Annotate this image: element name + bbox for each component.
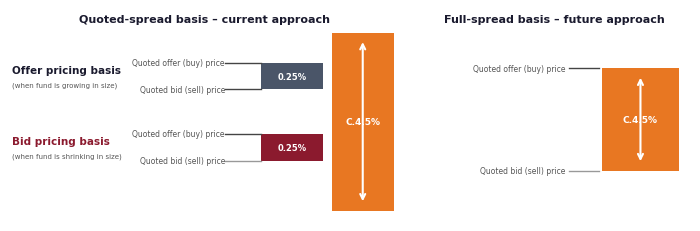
Bar xyxy=(261,134,323,161)
Bar xyxy=(332,33,394,211)
Text: Quoted bid (sell) price: Quoted bid (sell) price xyxy=(139,156,225,165)
Bar xyxy=(602,69,679,171)
Text: Quoted offer (buy) price: Quoted offer (buy) price xyxy=(132,130,225,139)
Text: Bid pricing basis: Bid pricing basis xyxy=(11,137,109,146)
Text: Quoted-spread basis – current approach: Quoted-spread basis – current approach xyxy=(79,15,330,25)
Bar xyxy=(261,63,323,90)
Text: 0.25%: 0.25% xyxy=(278,72,307,81)
Text: (when fund is growing in size): (when fund is growing in size) xyxy=(11,82,117,89)
Text: 0.25%: 0.25% xyxy=(278,143,307,152)
Text: Quoted offer (buy) price: Quoted offer (buy) price xyxy=(132,59,225,68)
Text: C.4.5%: C.4.5% xyxy=(345,118,380,127)
Text: Quoted bid (sell) price: Quoted bid (sell) price xyxy=(139,85,225,94)
Text: C.4.5%: C.4.5% xyxy=(623,116,658,125)
Text: (when fund is shrinking in size): (when fund is shrinking in size) xyxy=(11,153,121,160)
Text: Quoted offer (buy) price: Quoted offer (buy) price xyxy=(473,64,566,73)
Text: Quoted bid (sell) price: Quoted bid (sell) price xyxy=(480,167,566,175)
Text: Full-spread basis – future approach: Full-spread basis – future approach xyxy=(444,15,665,25)
Text: Offer pricing basis: Offer pricing basis xyxy=(11,66,120,76)
